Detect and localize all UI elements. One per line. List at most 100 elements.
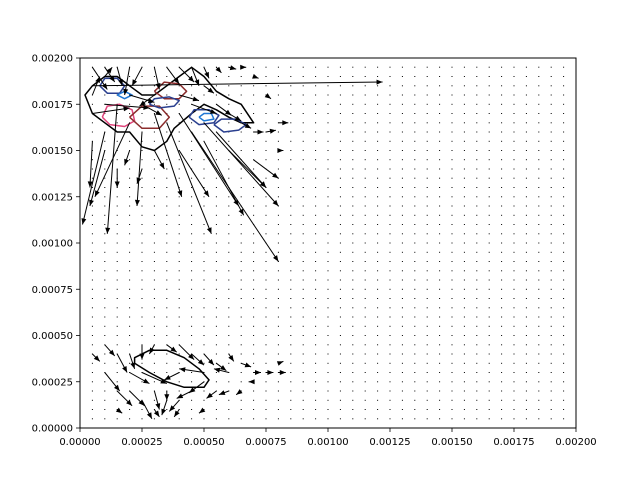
vector-point xyxy=(488,177,490,179)
vector-point xyxy=(240,113,242,114)
vector-point xyxy=(525,418,527,420)
vector-arrow xyxy=(124,150,131,166)
vector-point xyxy=(563,131,565,133)
vector-point xyxy=(389,288,391,290)
vector-point xyxy=(240,85,242,87)
vector-point xyxy=(488,353,490,355)
vector-point xyxy=(253,409,255,410)
vector-point xyxy=(476,390,478,392)
vector-point xyxy=(191,381,193,383)
vector-point xyxy=(277,168,279,170)
vector-point xyxy=(253,316,255,318)
vector-point xyxy=(290,187,292,188)
vector-point xyxy=(352,270,354,272)
vector-point xyxy=(451,316,453,318)
vector-point xyxy=(277,85,279,87)
vector-point xyxy=(563,168,565,170)
vector-point xyxy=(414,205,416,207)
vector-point xyxy=(302,66,304,68)
vector-point xyxy=(501,224,503,225)
vector-point xyxy=(550,270,552,272)
vector-point xyxy=(153,196,155,198)
vector-point xyxy=(439,242,441,244)
vector-point xyxy=(240,344,242,346)
vector-point xyxy=(277,399,279,401)
vector-point xyxy=(91,399,93,401)
vector-point xyxy=(104,353,106,355)
vector-point xyxy=(463,409,465,410)
vector-point xyxy=(476,399,478,401)
vector-point xyxy=(191,344,193,346)
vector-point xyxy=(91,131,93,133)
vector-arrow xyxy=(278,120,289,126)
vector-point xyxy=(129,409,131,410)
vector-point xyxy=(339,76,341,77)
vector-point xyxy=(463,150,465,151)
vector-point xyxy=(550,353,552,355)
vector-point xyxy=(563,242,565,244)
vector-point xyxy=(439,362,441,364)
vector-point xyxy=(352,372,354,373)
vector-point xyxy=(389,418,391,420)
vector-point xyxy=(550,316,552,318)
vector-point xyxy=(550,409,552,410)
vector-point xyxy=(265,251,267,253)
vector-point xyxy=(538,288,540,290)
vector-point xyxy=(525,362,527,364)
vector-point xyxy=(203,224,205,225)
vector-point xyxy=(426,150,428,151)
vector-point xyxy=(327,159,329,161)
vector-point xyxy=(426,270,428,272)
vector-point xyxy=(426,187,428,188)
vector-point xyxy=(240,196,242,198)
vector-point xyxy=(215,418,217,420)
vector-point xyxy=(290,251,292,253)
vector-point xyxy=(377,140,379,142)
vector-point xyxy=(203,261,205,262)
vector-point xyxy=(339,409,341,410)
vector-arrow xyxy=(178,150,210,198)
vector-point xyxy=(488,168,490,170)
vector-point xyxy=(525,150,527,151)
vector-point xyxy=(178,168,180,170)
vector-point xyxy=(525,261,527,262)
vector-point xyxy=(364,381,366,383)
vector-point xyxy=(141,381,143,383)
vector-point xyxy=(178,298,180,299)
vector-point xyxy=(215,196,217,198)
vector-point xyxy=(563,103,565,105)
vector-point xyxy=(116,316,118,318)
vector-point xyxy=(153,103,155,105)
vector-point xyxy=(104,94,106,96)
vector-arrow xyxy=(114,169,120,188)
vector-point xyxy=(401,103,403,105)
vector-point xyxy=(550,168,552,170)
vector-point xyxy=(253,270,255,272)
vector-point xyxy=(451,76,453,77)
contour-line xyxy=(153,81,188,100)
vector-point xyxy=(563,196,565,198)
vector-point xyxy=(153,233,155,235)
vector-point xyxy=(389,177,391,179)
vector-arrow xyxy=(276,360,284,366)
vector-point xyxy=(439,224,441,225)
vector-point xyxy=(141,251,143,253)
vector-point xyxy=(178,177,180,179)
vector-point xyxy=(240,307,242,309)
vector-point xyxy=(277,94,279,96)
vector-point xyxy=(525,140,527,142)
vector-point xyxy=(426,251,428,253)
vector-point xyxy=(550,113,552,114)
vector-point xyxy=(153,261,155,262)
vector-point xyxy=(253,335,255,336)
vector-point xyxy=(364,261,366,262)
vector-point xyxy=(525,66,527,68)
x-tick-label: 0.00100 xyxy=(307,437,348,448)
vector-point xyxy=(302,279,304,281)
vector-point xyxy=(315,214,317,216)
vector-point xyxy=(339,66,341,68)
vector-point xyxy=(315,224,317,225)
vector-point xyxy=(563,288,565,290)
vector-point xyxy=(116,372,118,373)
y-tick-label: 0.00025 xyxy=(32,377,73,388)
